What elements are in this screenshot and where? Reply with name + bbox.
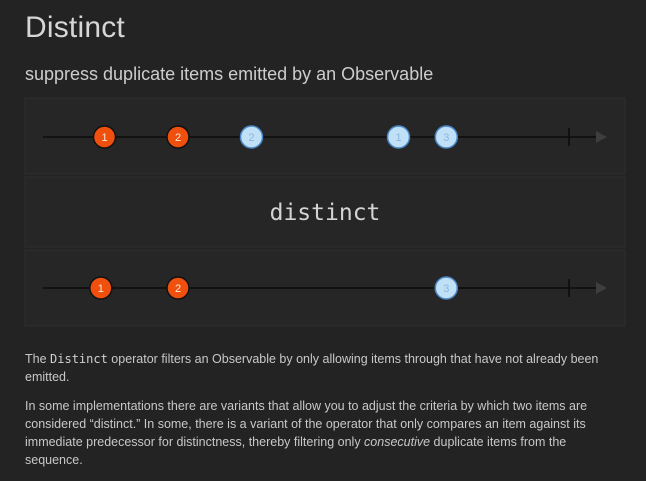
- marble-diagram: 1 2 2 1 3 distinct 1 2 3: [24, 97, 626, 300]
- page-subtitle: suppress duplicate items emitted by an O…: [25, 64, 434, 84]
- input-marble-label-5: 3: [443, 132, 449, 144]
- input-marble-2: [166, 125, 190, 149]
- input-marble-1: [92, 125, 117, 149]
- description-paragraph-1: The Distinct operator filters an Observa…: [25, 350, 625, 386]
- output-marble-label-1: 1: [98, 283, 104, 295]
- description-paragraph-2: In some implementations there are varian…: [25, 397, 625, 469]
- operator-label: distinct: [270, 200, 381, 226]
- input-marble-5: [434, 125, 459, 149]
- input-panel: [24, 97, 626, 175]
- input-marble-label-1: 1: [101, 132, 107, 144]
- input-marble-3: [239, 125, 264, 149]
- input-timeline-arrow: [596, 131, 607, 143]
- output-marble-1: [89, 276, 113, 300]
- page-title: Distinct: [25, 11, 125, 44]
- paragraph-text: In some implementations there are varian…: [25, 399, 588, 449]
- paragraph-text: operator filters an Observable by only a…: [25, 352, 599, 384]
- input-marble-label-2: 2: [175, 132, 181, 144]
- emphasis-text: consecutive: [364, 435, 431, 449]
- paragraph-text: The: [25, 352, 51, 366]
- operator-code: Distinct: [50, 352, 108, 366]
- operator-box: [24, 176, 626, 248]
- input-marbles: 1 2 2 1 3: [92, 125, 459, 149]
- input-marble-4: [386, 125, 411, 149]
- output-marble-label-2: 2: [175, 283, 181, 295]
- output-marble-3: [434, 276, 459, 300]
- output-marbles: 1 2 3: [89, 276, 459, 300]
- paragraph-text: duplicate items from the sequence.: [25, 435, 567, 467]
- output-timeline-arrow: [596, 282, 607, 294]
- input-marble-label-4: 1: [395, 132, 401, 144]
- output-marble-label-3: 3: [443, 283, 449, 295]
- input-marble-label-3: 2: [248, 132, 254, 144]
- output-marble-2: [166, 276, 190, 300]
